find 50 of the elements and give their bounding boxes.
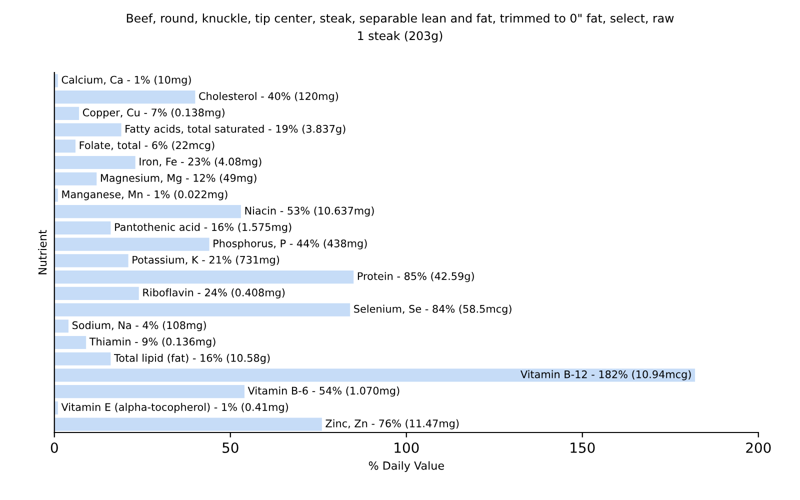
- annotation: Cholesterol - 40% (120mg): [199, 92, 338, 102]
- annotation: Phosphorus, P - 44% (438mg): [214, 239, 367, 250]
- bar: [54, 221, 111, 234]
- bar: [54, 352, 111, 366]
- bar: [54, 172, 97, 186]
- annotation: Copper, Cu - 7% (0.138mg): [82, 108, 224, 118]
- annotation: Manganese, Mn - 1% (0.022mg): [62, 190, 228, 200]
- annotation: Riboflavin - 24% (0.408mg): [143, 288, 285, 298]
- bar: [54, 123, 122, 136]
- annotation: Fatty acids, total saturated - 19% (3.837g): [126, 124, 346, 135]
- bar: [54, 418, 322, 431]
- bar: [54, 254, 128, 268]
- bar: [54, 156, 136, 170]
- bar: [54, 90, 196, 104]
- bar: [54, 106, 80, 120]
- chart-title: Beef, round, knuckle, tip center, steak, separable lean and fat, trimmed to 0" fat, select, raw: [126, 14, 674, 25]
- annotation: Sodium, Na - 4% (108mg): [72, 321, 206, 332]
- bar: [54, 385, 244, 398]
- annotation: Calcium, Ca - 1% (10mg): [62, 76, 191, 86]
- x-tick-label: 200: [746, 442, 771, 453]
- annotation: Magnesium, Mg - 12% (49mg): [100, 174, 256, 184]
- bar: [54, 140, 76, 153]
- annotation: Vitamin B-12 - 182% (10.94mcg): [520, 370, 691, 380]
- bar: [54, 303, 350, 316]
- x-tick-label: 100: [394, 442, 419, 453]
- annotation: Zinc, Zn - 76% (11.47mg): [326, 419, 459, 430]
- annotation: Pantothenic acid - 16% (1.575mg): [115, 222, 292, 233]
- bar: [54, 320, 68, 333]
- bar: [54, 368, 696, 382]
- bar: [54, 205, 241, 218]
- annotation: Thiamin - 9% (0.136mg): [89, 337, 216, 348]
- annotation: Total lipid (fat) - 16% (10.58g): [114, 354, 270, 364]
- bar: [54, 286, 139, 300]
- y-axis-title: Nutrient: [38, 230, 47, 274]
- x-tick-label: 50: [222, 442, 238, 453]
- annotation: Vitamin E (alpha-tocopherol) - 1% (0.41mg): [61, 402, 288, 413]
- annotation: Niacin - 53% (10.637mg): [245, 206, 374, 217]
- bar: [54, 270, 354, 284]
- x-tick-label: 150: [570, 442, 595, 453]
- chart-subtitle: 1 steak (203g): [358, 31, 442, 42]
- x-tick-label: 0: [50, 442, 58, 453]
- annotation: Folate, total - 6% (22mcg): [80, 141, 214, 152]
- annotation: Iron, Fe - 23% (4.08mg): [140, 157, 262, 168]
- x-axis-title: % Daily Value: [368, 461, 444, 472]
- annotation: Vitamin B-6 - 54% (1.070mg): [248, 386, 400, 397]
- annotation: Selenium, Se - 84% (58.5mcg): [354, 304, 512, 315]
- bar: [54, 238, 210, 251]
- annotation: Protein - 85% (42.59g): [358, 272, 474, 282]
- bar: [54, 336, 86, 350]
- annotation: Potassium, K - 21% (731mg): [132, 256, 280, 266]
